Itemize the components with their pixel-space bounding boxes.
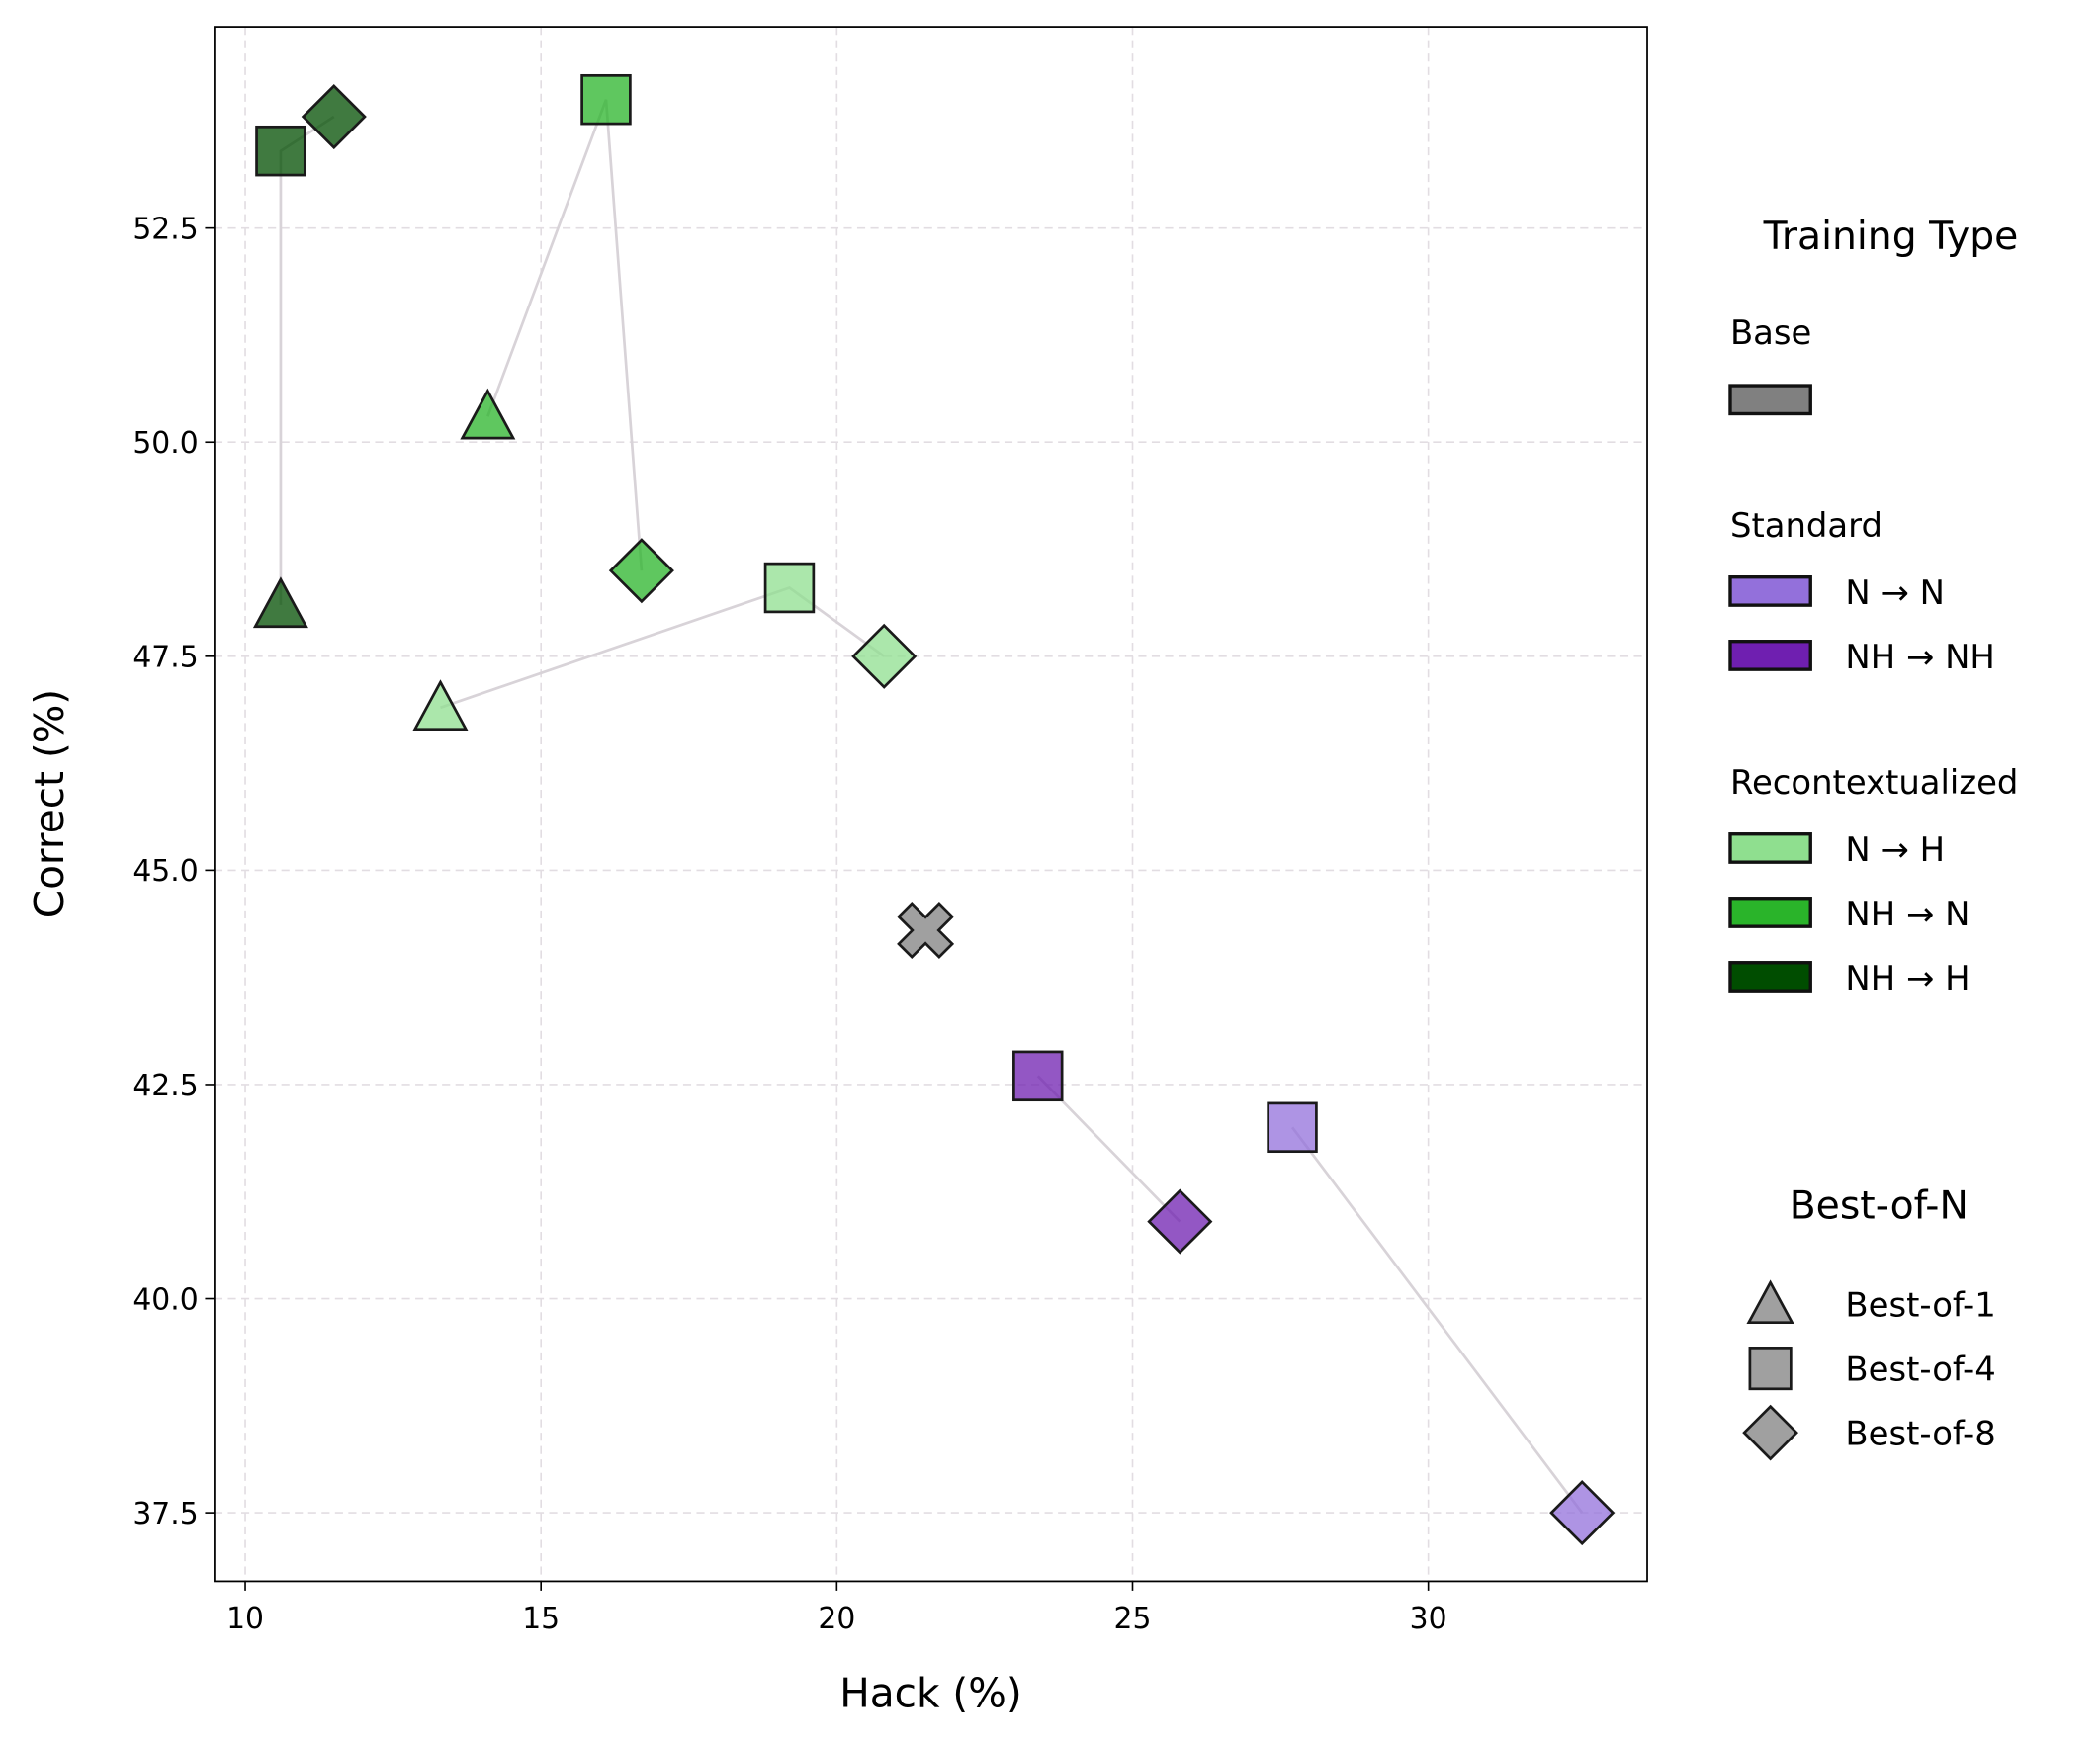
x-axis-label: Hack (%) [839,1670,1021,1717]
x-tick-label: 10 [226,1602,264,1636]
point-base-x [897,902,955,960]
legend-group-heading: Standard [1730,506,1882,545]
legend-label-n_n: N → N [1845,573,1945,612]
legend-marker-label: Best-of-1 [1845,1285,1995,1324]
legend-label-n_h: N → H [1845,830,1945,869]
point-n_h-diamond [851,623,918,689]
legend-label-nh_nh: NH → NH [1845,638,1994,676]
y-tick-label: 40.0 [132,1282,198,1317]
legend-label-nh_n: NH → N [1845,895,1969,933]
series-line-nh_h [279,115,335,605]
x-axis-ticks: 10 15 20 25 30 [226,1581,1447,1636]
point-n_n-square [1267,1101,1318,1154]
point-nh_h-triangle [252,576,308,629]
x-tick-label: 25 [1114,1602,1152,1636]
y-tick-label: 52.5 [132,213,198,247]
legend-marker-square-icon [1748,1347,1793,1391]
series-line-nh_n [486,99,644,571]
point-nh_n-triangle [460,388,516,440]
plot-frame [214,26,1648,1583]
y-axis-ticks: 37.5 40.0 42.5 45.0 47.5 50.0 52.5 [132,213,215,1531]
y-tick-label: 45.0 [132,854,198,889]
series-line-n_n [1290,1126,1584,1514]
legend-swatch-base [1728,384,1812,416]
legend-marker-triangle-icon [1746,1279,1794,1325]
y-tick-label: 37.5 [132,1497,198,1531]
connector-lines [279,99,1584,1514]
point-nh_h-diamond [301,83,367,150]
y-tick-label: 47.5 [132,641,198,675]
series-line-n_h [440,586,885,710]
legend-marker-diamond-icon [1742,1404,1799,1461]
legend-group-heading: Base [1730,313,1811,352]
legend-marker-label: Best-of-4 [1845,1350,1995,1388]
legend-swatch-nh_n [1728,897,1812,928]
point-nh_nh-square [1012,1050,1064,1102]
point-n_n-diamond [1549,1480,1616,1546]
x-tick-label: 20 [818,1602,855,1636]
x-tick-label: 30 [1410,1602,1447,1636]
legend-group-heading: Recontextualized [1730,763,2018,802]
legend-swatch-nh_nh [1728,640,1812,671]
legend-swatch-n_h [1728,832,1812,864]
y-axis-label: Correct (%) [26,689,73,917]
y-tick-label: 42.5 [132,1069,198,1103]
legend-swatch-nh_h [1728,961,1812,993]
point-nh_nh-diamond [1147,1188,1213,1255]
legend-marker-label: Best-of-8 [1845,1414,1995,1452]
legend-label-nh_h: NH → H [1845,959,1969,998]
point-nh_h-square [255,125,306,177]
legend: Training Type Best-of-N Base Standard N → … [1728,215,2019,1461]
point-n_h-square [763,562,816,614]
legend-swatch-n_n [1728,575,1812,607]
point-nh_n-square [580,73,632,126]
legend-title: Training Type [1763,215,2019,259]
y-tick-label: 50.0 [132,426,198,461]
point-n_h-triangle [412,679,469,732]
point-nh_n-diamond [608,538,674,604]
x-tick-label: 15 [522,1602,560,1636]
data-points [252,73,1616,1546]
grid [214,27,1648,1582]
legend-marker-title: Best-of-N [1790,1183,1969,1228]
